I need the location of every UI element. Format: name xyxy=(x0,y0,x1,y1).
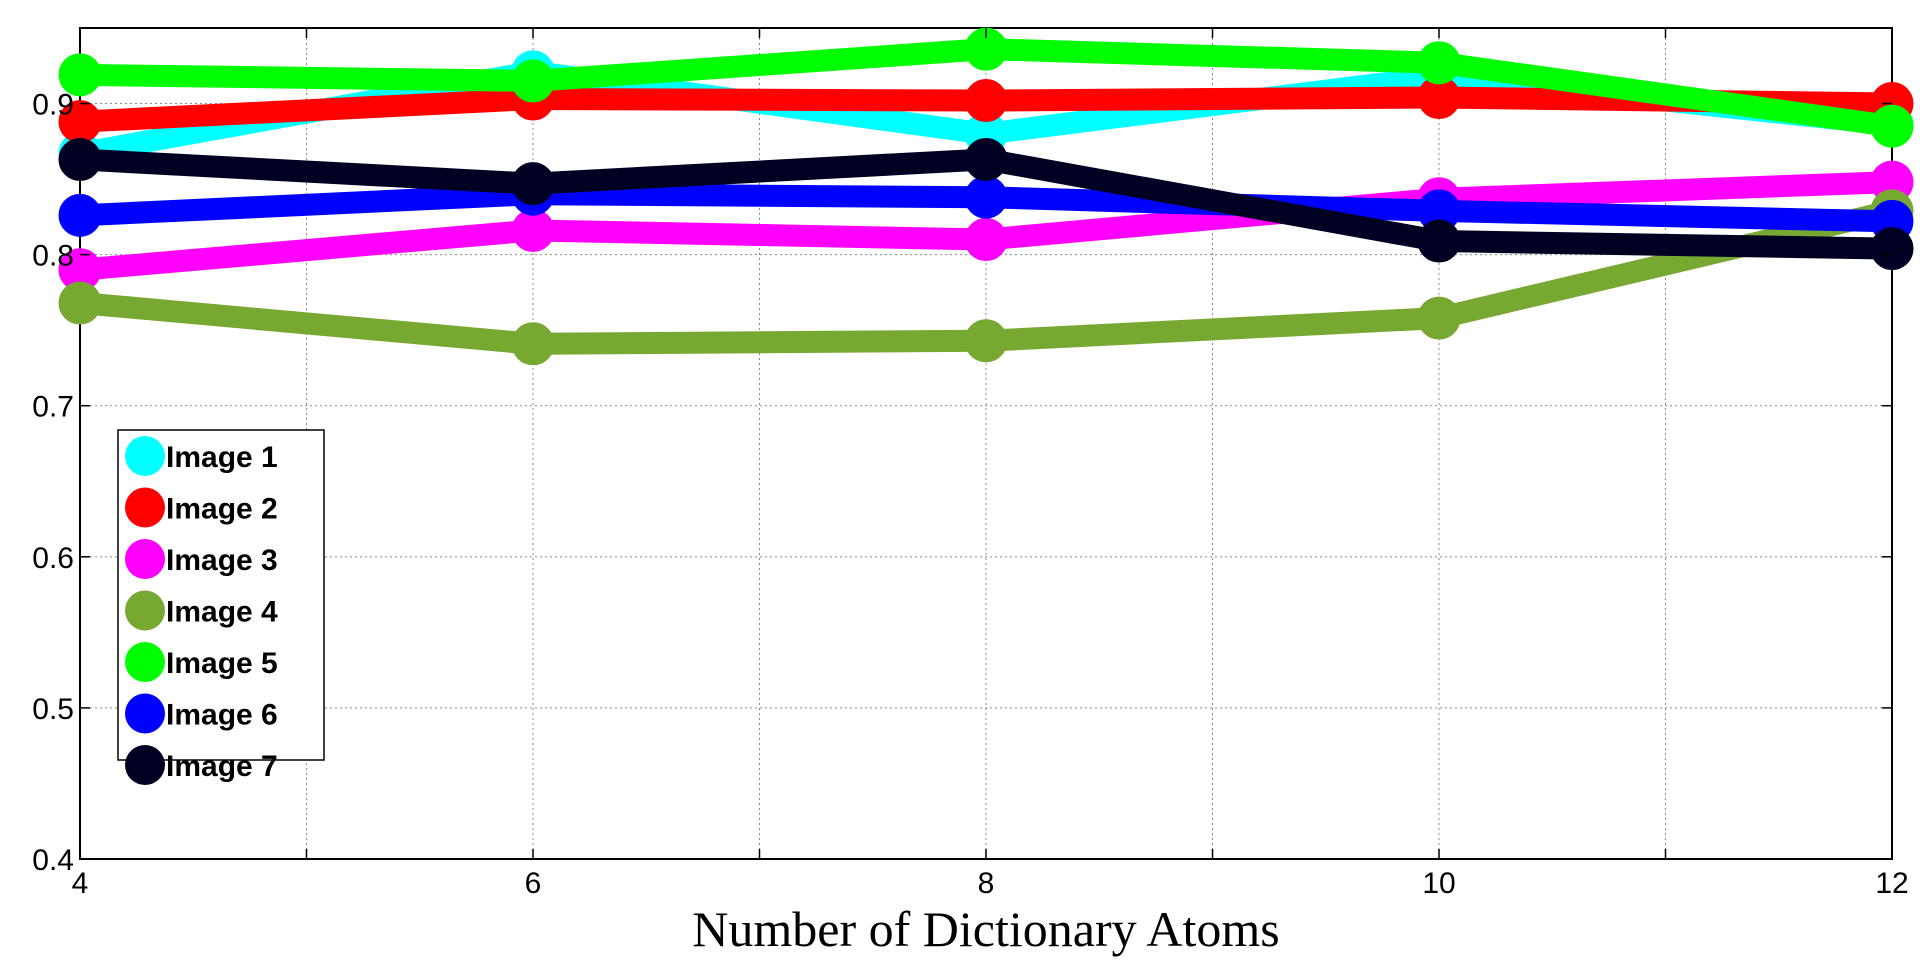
y-tick-labels: 0.4 0.5 0.6 0.7 0.8 0.9 xyxy=(32,89,74,877)
data-point xyxy=(1417,219,1461,263)
data-point xyxy=(964,175,1008,219)
data-point xyxy=(511,59,555,103)
y-tick-label: 0.5 xyxy=(32,693,74,726)
y-tick-label: 0.8 xyxy=(32,240,74,273)
data-point xyxy=(58,137,102,181)
legend-label: Image 5 xyxy=(166,647,278,680)
x-tick-label: 12 xyxy=(1875,867,1908,900)
data-point xyxy=(1870,104,1914,148)
data-point xyxy=(58,53,102,97)
legend-marker xyxy=(125,487,165,528)
x-tick-label: 10 xyxy=(1422,867,1455,900)
legend-marker xyxy=(125,745,165,785)
legend-marker xyxy=(125,436,165,476)
legend-item: Image 5 xyxy=(125,642,278,682)
legend-label: Image 2 xyxy=(166,493,278,526)
legend-item: Image 2 xyxy=(125,487,278,528)
data-point xyxy=(58,281,102,325)
series-image-7 xyxy=(58,137,1914,271)
data-point xyxy=(1417,296,1461,340)
legend-item: Image 1 xyxy=(125,436,278,476)
axis-ticks: 4 6 8 10 12 0.4 0.5 0.6 0.7 0.8 0.9 xyxy=(32,28,1909,900)
legend-label: Image 7 xyxy=(166,750,278,783)
series-image-5 xyxy=(58,27,1914,148)
legend-label: Image 1 xyxy=(166,441,278,474)
y-tick-label: 0.6 xyxy=(32,542,74,575)
data-point xyxy=(964,319,1008,363)
data-point xyxy=(58,193,102,237)
legend: Image 1 Image 2 Image 3 Image 4 Image 5 Image… xyxy=(117,429,325,785)
legend-item: Image 4 xyxy=(125,590,278,631)
legend-marker xyxy=(125,693,165,734)
y-tick-label: 0.7 xyxy=(32,391,74,424)
x-tick-label: 6 xyxy=(525,867,542,900)
legend-item: Image 7 xyxy=(125,745,278,785)
legend-label: Image 3 xyxy=(166,544,278,577)
y-tick-label: 0.4 xyxy=(32,844,74,877)
x-tick-labels: 4 6 8 10 12 xyxy=(72,867,1909,900)
legend-marker xyxy=(125,642,165,682)
data-point xyxy=(511,208,555,252)
series-layer xyxy=(58,27,1914,366)
legend-marker xyxy=(125,539,165,579)
x-tick-label: 8 xyxy=(978,867,995,900)
data-point xyxy=(511,322,555,366)
legend-item: Image 6 xyxy=(125,693,278,734)
legend-item: Image 3 xyxy=(125,539,278,579)
data-point xyxy=(511,162,555,206)
x-axis-label: Number of Dictionary Atoms xyxy=(692,901,1279,957)
legend-marker xyxy=(125,590,165,631)
data-point xyxy=(964,79,1008,123)
data-point xyxy=(1417,41,1461,85)
x-tick-label: 4 xyxy=(72,867,89,900)
y-tick-label: 0.9 xyxy=(32,89,74,122)
data-point xyxy=(964,137,1008,181)
legend-label: Image 6 xyxy=(166,699,278,732)
legend-label: Image 4 xyxy=(166,596,278,629)
data-point xyxy=(1870,227,1914,271)
data-point xyxy=(964,218,1008,262)
